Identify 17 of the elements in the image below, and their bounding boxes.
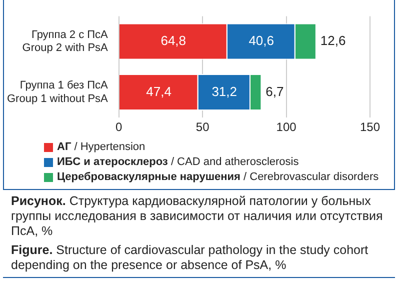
data-label: 6,7 bbox=[266, 84, 284, 99]
text: Figure. Structure of cardiovascular pathology in the study cohort depending on the presence or absence of PsA, % bbox=[11, 243, 370, 273]
data-label: 47,4 bbox=[146, 84, 172, 99]
legend-label: Цереброваскулярные нарушения / Cerebrovascular disorders bbox=[57, 170, 379, 185]
y-tick-label: Группа 1 без ПсА Group 1 without PsA bbox=[6, 80, 109, 105]
text: Рисунок. Структура кардиоваскулярной патологии у больных группы исследования в зависимости от наличия или отсутствия ПсА, % bbox=[11, 194, 384, 239]
data-label: 40,6 bbox=[248, 33, 274, 48]
x-tick-label: 100 bbox=[276, 120, 297, 134]
x-tick-label: 0 bbox=[116, 120, 123, 134]
y-tick-label: Группа 2 с ПсА Group 2 with PsA bbox=[22, 28, 109, 54]
data-label: 31,2 bbox=[212, 84, 238, 99]
data-label: 12,6 bbox=[320, 33, 346, 48]
data-label: 64,8 bbox=[160, 33, 186, 48]
x-tick-label: 150 bbox=[360, 120, 380, 134]
x-tick-label: 50 bbox=[196, 120, 210, 134]
legend-label: ИБС и атеросклероз / CAD and atherosclerosis bbox=[57, 155, 299, 170]
legend-label: АГ / Hypertension bbox=[57, 140, 146, 155]
